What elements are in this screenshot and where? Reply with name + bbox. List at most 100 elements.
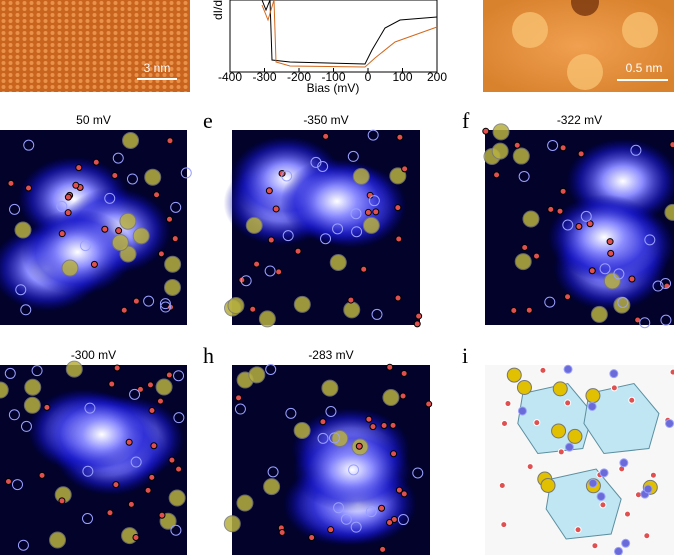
atom-blue [17, 539, 29, 551]
atom-red [319, 418, 327, 426]
atom-blue [613, 546, 623, 555]
atom-red [72, 181, 80, 189]
atom-red [156, 397, 164, 405]
atom-blue [564, 442, 574, 452]
atom-yellow [263, 478, 281, 496]
atom-red [132, 297, 140, 305]
atom-blue [588, 478, 598, 488]
atom-blue [265, 363, 277, 375]
atom-blue [82, 513, 94, 525]
panel: i [462, 343, 674, 555]
atom-red [526, 463, 534, 471]
atom-red [379, 545, 387, 553]
atom-red [101, 225, 109, 233]
atom-blue [20, 304, 32, 316]
atom-blue [82, 465, 94, 477]
atom-red [278, 528, 286, 536]
atom-blue [8, 409, 20, 421]
atom-red [628, 275, 636, 283]
atom-red [148, 407, 156, 415]
atom-blue [563, 364, 573, 374]
atom-blue [518, 170, 530, 182]
atom-red [249, 305, 257, 313]
atom-blue [112, 152, 124, 164]
atom-red [25, 184, 33, 192]
atom-yellow [590, 305, 608, 323]
atom-red [413, 320, 421, 328]
atom-blue [282, 230, 294, 242]
atom-red [253, 260, 261, 268]
scale-label: 0.5 nm [626, 61, 663, 75]
atom-blue [310, 156, 322, 168]
atom-red [395, 235, 403, 243]
atom-yellow [132, 227, 150, 245]
atom-red [669, 141, 674, 149]
atom-yellow [293, 421, 311, 439]
atom-blue [104, 192, 116, 204]
atom-yellow [65, 360, 83, 378]
atom-red [533, 252, 541, 260]
atom-red [533, 419, 541, 427]
atom-red [386, 518, 394, 526]
atom-blue [544, 296, 556, 308]
atom-red [112, 481, 120, 489]
atom-blue [609, 369, 619, 379]
atom-yellow [551, 423, 567, 439]
atom-blue [240, 275, 252, 287]
atom-red [148, 473, 156, 481]
atom-blue [285, 407, 297, 419]
atom-blue [643, 484, 653, 494]
panel-letter: f [462, 108, 470, 133]
atom-blue [130, 456, 142, 468]
atom-red [559, 144, 567, 152]
atom-red [425, 400, 433, 408]
atom-red [90, 260, 98, 268]
atom-yellow [168, 489, 186, 507]
domain [545, 468, 622, 540]
atom-yellow [522, 210, 540, 228]
atom-red [400, 490, 408, 498]
atom-yellow [329, 253, 347, 271]
atom-blue [562, 219, 574, 231]
atom-yellow [111, 234, 129, 252]
atom-blue [126, 173, 138, 185]
atom-yellow [512, 147, 530, 165]
atom-red [493, 171, 501, 179]
atom-red [365, 415, 373, 423]
x-tick-label: -400 [218, 70, 242, 84]
atom-blue [587, 401, 597, 411]
atom-red [115, 227, 123, 235]
atom-red [327, 526, 335, 534]
atom-yellow [144, 168, 162, 186]
atom-red [127, 500, 135, 508]
atom-yellow [389, 167, 407, 185]
atom-red [120, 306, 128, 314]
atom-blue [267, 466, 279, 478]
atom-blue [621, 538, 631, 548]
atom-red [150, 442, 158, 450]
atom-yellow [603, 272, 621, 290]
atom-yellow [514, 253, 532, 271]
atom-blue [31, 365, 43, 377]
atom-yellow [236, 494, 254, 512]
atom-red [389, 421, 397, 429]
atom-blue [11, 479, 23, 491]
atom-red [157, 250, 165, 258]
x-tick-label: -200 [287, 70, 311, 84]
atom-yellow [352, 167, 370, 185]
atom-yellow [223, 515, 241, 533]
atom-red [606, 238, 614, 246]
atom-red [378, 504, 386, 512]
atom-red [125, 438, 133, 446]
panel-title: -322 mV [557, 113, 602, 127]
atom-blue [23, 139, 35, 151]
atom-blue [15, 284, 27, 296]
atom-red [390, 450, 398, 458]
atom-yellow [122, 132, 140, 150]
panel-letter: i [462, 343, 468, 368]
atom-red [58, 230, 66, 238]
atom-blue [644, 234, 656, 246]
atom-blue [173, 370, 185, 382]
atom-blue [281, 170, 293, 182]
